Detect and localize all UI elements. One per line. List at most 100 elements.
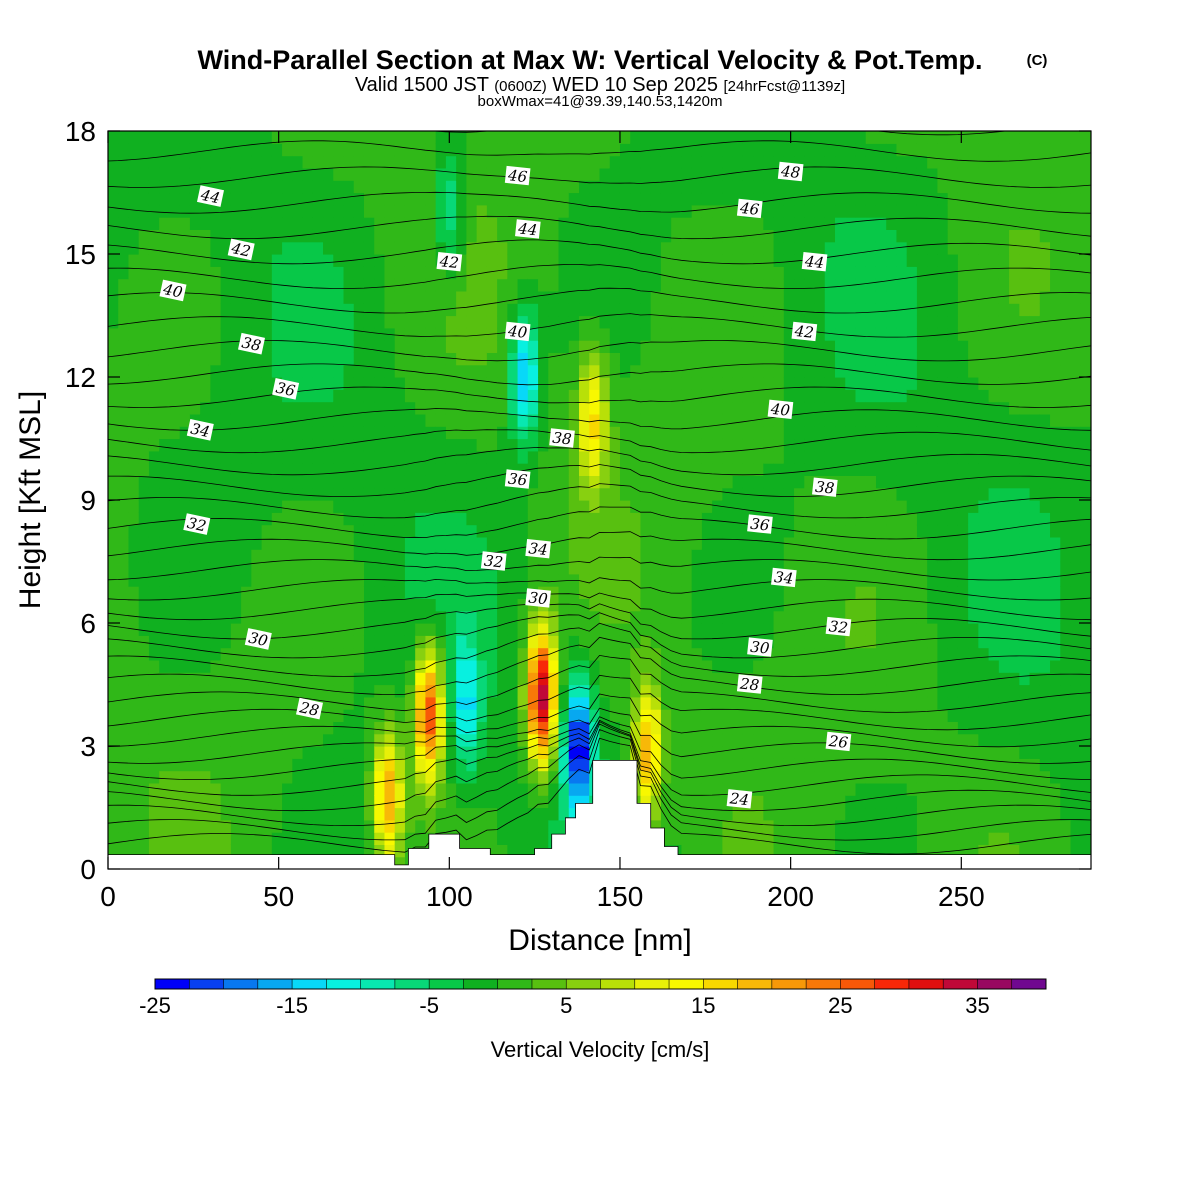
velocity-cell: [343, 844, 355, 858]
velocity-cell: [476, 450, 488, 464]
velocity-cell: [148, 438, 160, 452]
velocity-cell: [681, 315, 693, 329]
velocity-cell: [947, 377, 959, 390]
velocity-cell: [169, 623, 181, 636]
velocity-cell: [159, 426, 171, 440]
velocity-cell: [241, 819, 252, 833]
velocity-cell: [701, 549, 713, 563]
velocity-cell: [517, 143, 529, 157]
velocity-cell: [896, 450, 908, 464]
velocity-cell: [650, 549, 662, 563]
velocity-cell: [753, 303, 764, 317]
velocity-cell: [169, 795, 181, 809]
velocity-cell: [937, 266, 949, 280]
velocity-cell: [220, 254, 232, 267]
velocity-cell: [353, 573, 365, 587]
velocity-cell: [875, 586, 887, 599]
velocity-cell: [312, 303, 324, 317]
velocity-cell: [445, 192, 457, 206]
velocity-cell: [435, 401, 447, 415]
velocity-cell: [589, 266, 601, 280]
velocity-cell: [548, 131, 560, 144]
velocity-cell: [169, 266, 181, 280]
velocity-cell: [619, 450, 631, 464]
velocity-cell: [558, 807, 570, 821]
velocity-cell: [927, 180, 939, 194]
velocity-cell: [169, 450, 181, 464]
velocity-cell: [640, 192, 652, 206]
velocity-cell: [497, 672, 508, 686]
velocity-cell: [230, 647, 242, 661]
velocity-cell: [486, 832, 498, 845]
velocity-cell: [712, 832, 723, 845]
velocity-cell: [374, 377, 386, 390]
velocity-cell: [189, 733, 201, 747]
velocity-cell: [476, 819, 488, 833]
velocity-cell: [210, 155, 222, 169]
velocity-cell: [333, 167, 345, 181]
velocity-cell: [650, 733, 662, 747]
velocity-cell: [497, 426, 508, 440]
velocity-cell: [671, 500, 683, 513]
velocity-cell: [148, 254, 160, 267]
velocity-cell: [210, 278, 222, 292]
velocity-cell: [814, 401, 826, 415]
velocity-cell: [619, 364, 631, 378]
velocity-cell: [671, 450, 683, 464]
velocity-cell: [292, 438, 304, 452]
velocity-cell: [179, 377, 191, 390]
velocity-cell: [108, 426, 119, 440]
velocity-cell: [507, 844, 519, 858]
velocity-cell: [548, 217, 560, 230]
velocity-cell: [753, 327, 764, 341]
velocity-cell: [753, 131, 764, 144]
velocity-cell: [108, 647, 119, 661]
velocity-cell: [179, 204, 191, 218]
velocity-cell: [466, 217, 478, 230]
velocity-cell: [671, 229, 683, 243]
velocity-cell: [169, 241, 181, 255]
velocity-cell: [507, 524, 519, 538]
velocity-cell: [271, 746, 283, 759]
velocity-cell: [916, 709, 928, 722]
velocity-cell: [650, 721, 662, 735]
velocity-cell: [579, 573, 590, 587]
velocity-cell: [650, 659, 662, 673]
velocity-cell: [558, 327, 570, 341]
velocity-cell: [650, 131, 662, 144]
velocity-cell: [548, 475, 560, 489]
velocity-cell: [200, 389, 211, 403]
velocity-cell: [538, 143, 549, 157]
velocity-cell: [128, 561, 140, 575]
velocity-cell: [189, 438, 201, 452]
velocity-cell: [271, 598, 283, 612]
velocity-cell: [538, 180, 549, 194]
velocity-cell: [497, 770, 508, 784]
velocity-cell: [425, 623, 437, 636]
velocity-cell: [927, 266, 939, 280]
velocity-cell: [763, 155, 775, 169]
velocity-cell: [148, 266, 160, 280]
velocity-cell: [312, 659, 324, 673]
velocity-cell: [159, 524, 171, 538]
velocity-cell: [323, 561, 334, 575]
velocity-cell: [701, 672, 713, 686]
velocity-cell: [947, 795, 959, 809]
velocity-cell: [538, 746, 549, 759]
velocity-cell: [742, 758, 754, 772]
velocity-cell: [568, 696, 580, 710]
velocity-cell: [947, 524, 959, 538]
velocity-cell: [691, 696, 703, 710]
velocity-cell: [568, 487, 580, 501]
velocity-cell: [814, 352, 826, 366]
velocity-cell: [302, 832, 314, 845]
velocity-cell: [558, 684, 570, 698]
velocity-cell: [189, 204, 201, 218]
velocity-cell: [210, 561, 222, 575]
velocity-cell: [660, 290, 672, 304]
velocity-cell: [189, 180, 201, 194]
velocity-cell: [947, 229, 959, 243]
velocity-cell: [742, 180, 754, 194]
velocity-cell: [404, 438, 416, 452]
velocity-cell: [404, 500, 416, 513]
